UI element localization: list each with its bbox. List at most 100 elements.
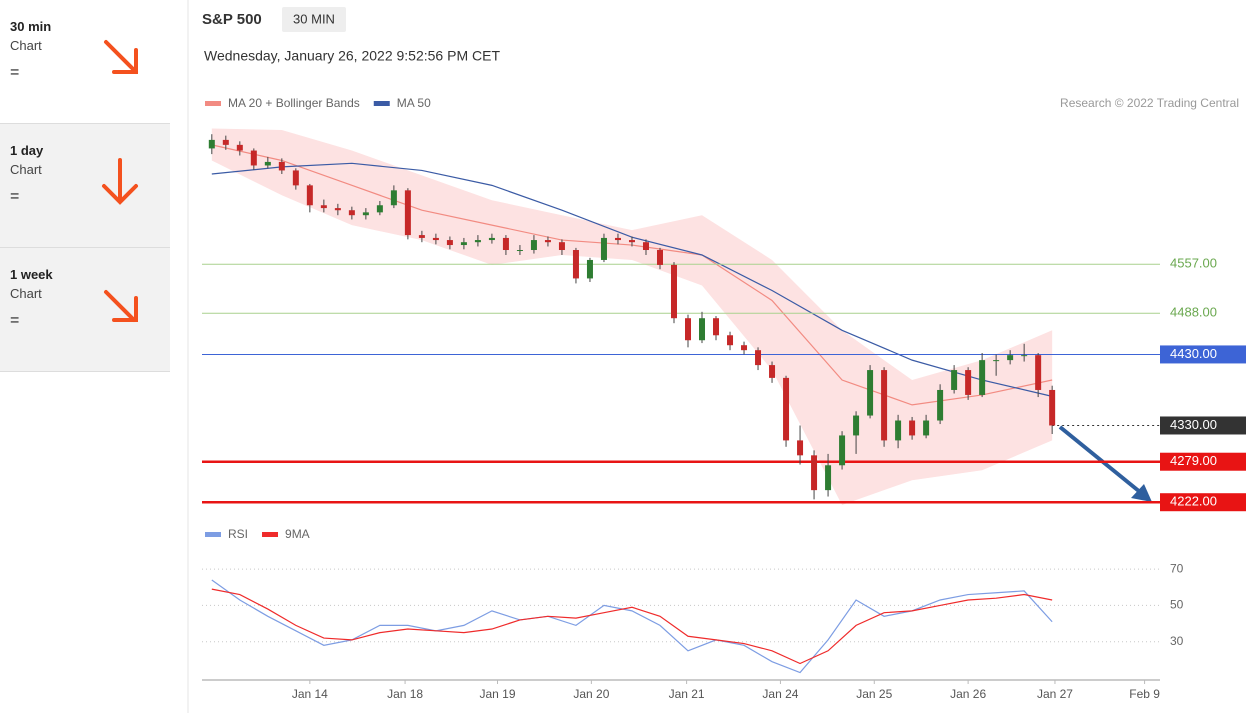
candle-body	[208, 139, 215, 149]
candle-body	[783, 377, 790, 441]
forecast-arrow	[1058, 425, 1142, 494]
y-tick-label: 70	[1170, 561, 1184, 575]
candle-body	[656, 250, 663, 265]
candle-body	[558, 242, 565, 251]
card-symbol: =	[10, 64, 20, 81]
candle-body	[965, 370, 972, 395]
legend-swatch	[373, 101, 390, 106]
trend-arrow	[102, 158, 138, 205]
card-title: 1 week	[10, 267, 53, 282]
candle-body	[572, 250, 579, 279]
candle-body	[264, 161, 271, 166]
candle-body	[979, 360, 986, 395]
candle-body	[544, 240, 551, 243]
candle-body	[895, 420, 902, 441]
candle-body	[628, 240, 635, 243]
candle-body	[460, 242, 467, 246]
candle-body	[713, 318, 720, 336]
candle-body	[797, 440, 804, 456]
candle-body	[993, 360, 1000, 362]
candle-body	[348, 210, 355, 216]
candle-body	[446, 240, 453, 246]
candle-body	[488, 237, 495, 241]
candle-body	[418, 235, 425, 238]
candle-body	[741, 345, 748, 351]
candle-body	[923, 420, 930, 436]
y-tick-label: 50	[1170, 598, 1184, 612]
candle-body	[867, 370, 874, 416]
legend-swatch	[205, 532, 221, 537]
price-label: 4222.00	[1170, 494, 1217, 509]
indicator-line	[211, 579, 1053, 674]
bollinger-band	[211, 128, 1053, 506]
x-tick-label: Jan 21	[669, 687, 705, 701]
card-symbol: =	[10, 188, 20, 205]
card-subtitle: Chart	[10, 286, 42, 301]
candle-body	[670, 264, 677, 319]
candle-body	[951, 370, 958, 390]
x-tick-label: Jan 27	[1037, 687, 1073, 701]
candle-body	[306, 185, 313, 206]
legend-swatch	[262, 532, 279, 537]
timeframe-card[interactable]: 30 min Chart =	[0, 0, 170, 124]
candle-body	[516, 250, 523, 252]
x-tick-label: Jan 19	[480, 687, 516, 701]
trend-arrow	[104, 40, 138, 74]
x-tick-label: Jan 24	[762, 687, 798, 701]
candle-body	[1021, 355, 1028, 357]
sidebar: 30 min Chart = 1 day Chart = 1 week Char…	[0, 0, 170, 372]
candle-body	[376, 205, 383, 213]
candle-body	[642, 242, 649, 251]
interval-label: 30 MIN	[293, 11, 335, 26]
forecast-arrow-head	[1131, 484, 1152, 502]
candle-body	[432, 237, 439, 241]
timeframe-card[interactable]: 1 day Chart =	[0, 124, 170, 248]
card-subtitle: Chart	[10, 38, 42, 53]
price-label-box	[1160, 345, 1246, 364]
candle-body	[334, 208, 341, 211]
legend-label: RSI	[228, 527, 248, 541]
candle-body	[390, 190, 397, 206]
candle-body	[614, 237, 621, 241]
candle-body	[250, 150, 257, 166]
price-label: 4330.00	[1170, 417, 1217, 432]
price-label: 4430.00	[1170, 346, 1217, 361]
indicator-line	[211, 588, 1053, 665]
candle-body	[699, 318, 706, 341]
card-title: 1 day	[10, 143, 44, 158]
candle-body	[727, 335, 734, 346]
legend-label: MA 50	[397, 96, 431, 110]
legend-label: 9MA	[285, 527, 310, 541]
price-label: 4279.00	[1170, 453, 1217, 468]
candle-body	[502, 237, 509, 251]
candle-body	[825, 465, 832, 491]
candle-body	[320, 205, 327, 209]
candle-body	[474, 240, 481, 243]
candle-body	[362, 212, 369, 216]
candle-body	[292, 170, 299, 186]
candle-body	[811, 455, 818, 491]
x-tick-label: Jan 26	[950, 687, 986, 701]
legend-swatch	[205, 101, 221, 106]
x-tick-label: Feb 9	[1129, 687, 1160, 701]
price-label: 4557.00	[1170, 256, 1217, 271]
y-tick-label: 30	[1170, 634, 1184, 648]
candle-body	[769, 365, 776, 378]
timeframe-card[interactable]: 1 week Chart =	[0, 248, 170, 372]
chart-subtitle: Wednesday, January 26, 2022 9:52:56 PM C…	[204, 48, 500, 64]
candle-body	[839, 435, 846, 466]
price-label-box	[1160, 416, 1246, 435]
x-tick-label: Jan 20	[573, 687, 609, 701]
candle-body	[937, 389, 944, 421]
candle-body	[881, 370, 888, 441]
candle-body	[530, 240, 537, 251]
x-tick-label: Jan 25	[856, 687, 892, 701]
card-title: 30 min	[10, 19, 52, 34]
price-label: 4488.00	[1170, 305, 1217, 320]
candle-body	[600, 237, 607, 260]
candle-body	[909, 420, 916, 436]
candle-body	[1049, 389, 1056, 426]
candle-body	[222, 139, 229, 145]
